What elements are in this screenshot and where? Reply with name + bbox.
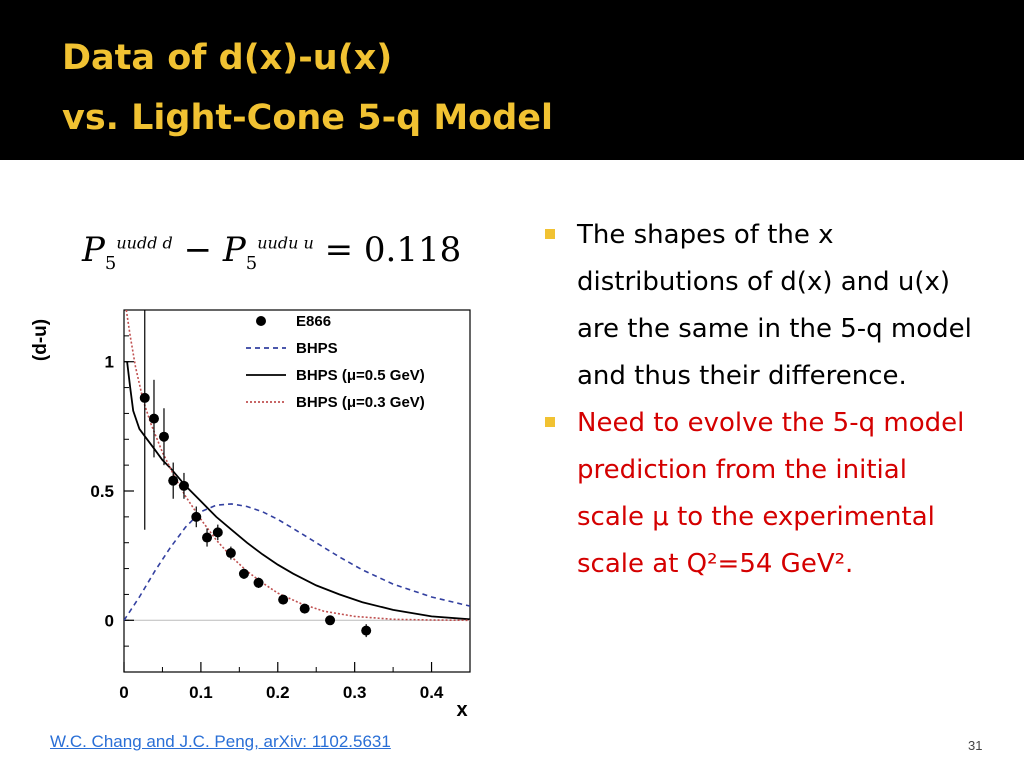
data-point	[202, 532, 213, 543]
legend-label: BHPS (μ=0.5 GeV)	[296, 367, 425, 384]
x-tick-label: 0.2	[266, 683, 290, 702]
legend-label: E866	[296, 313, 331, 330]
x-axis-label: x	[456, 699, 467, 720]
formula-sup1: uudd d	[116, 233, 173, 253]
slide-title-line1: Data of d(x)-u(x)	[62, 38, 393, 78]
citation-link[interactable]: W.C. Chang and J.C. Peng, arXiv: 1102.56…	[50, 732, 391, 751]
bullet-item-evolve: Need to evolve the 5-q model prediction …	[545, 400, 975, 588]
y-axis-label: (d-u)	[30, 319, 51, 361]
series-line-0	[124, 503, 470, 621]
formula-p2: P	[222, 230, 246, 270]
x-tick-label: 0.3	[343, 683, 367, 702]
y-tick-label: 0.5	[90, 482, 114, 501]
x-tick-label: 0.4	[420, 683, 444, 702]
y-tick-label: 0	[105, 611, 114, 630]
data-point	[299, 603, 310, 614]
bullet-item-shapes: The shapes of the x distributions of d(x…	[545, 212, 975, 400]
bullet-list: The shapes of the x distributions of d(x…	[545, 212, 975, 588]
plot-frame	[123, 309, 471, 673]
dbar-ubar-chart: 0 0.1 0.2 0.3 0.4 0 0.5 1 x (d-u) E866 BHPS BHPS (μ=…	[30, 309, 471, 720]
data-point	[158, 431, 169, 442]
data-point	[253, 577, 264, 588]
data-point	[168, 475, 179, 486]
legend-marker	[256, 316, 266, 326]
formula-minus: −	[183, 230, 213, 270]
legend-label: BHPS (μ=0.3 GeV)	[296, 394, 425, 411]
data-point	[148, 413, 159, 424]
data-point	[278, 594, 289, 605]
formula-value: 0.118	[363, 230, 462, 270]
data-point	[238, 568, 249, 579]
probability-formula: P5uudd d − P5uudu u = 0.118	[82, 230, 461, 274]
bullet-marker-icon	[545, 229, 555, 239]
data-point	[212, 527, 223, 538]
formula-sup2: uudu u	[257, 233, 314, 253]
formula-sub2: 5	[245, 252, 258, 274]
data-point	[139, 392, 150, 403]
series-line-1	[126, 361, 470, 621]
formula-sub1: 5	[104, 252, 117, 274]
title-bar: Data of d(x)-u(x) vs. Light-Cone 5-q Mod…	[0, 0, 1024, 160]
legend-label: BHPS	[296, 340, 338, 357]
data-point	[361, 625, 372, 636]
formula-equals: =	[324, 230, 354, 270]
bullet-text: The shapes of the x distributions of d(x…	[577, 220, 972, 391]
formula-p1: P	[82, 230, 105, 270]
bullet-text: Need to evolve the 5-q model prediction …	[577, 408, 965, 579]
x-tick-label: 0	[119, 683, 128, 702]
data-point	[178, 480, 189, 491]
page-number: 31	[968, 738, 983, 753]
x-tick-label: 0.1	[189, 683, 213, 702]
data-point	[191, 511, 202, 522]
data-point	[225, 548, 236, 559]
data-point	[325, 615, 336, 626]
y-tick-label: 1	[105, 353, 114, 372]
bullet-marker-icon	[545, 417, 555, 427]
slide-title-line2: vs. Light-Cone 5-q Model	[62, 98, 554, 138]
